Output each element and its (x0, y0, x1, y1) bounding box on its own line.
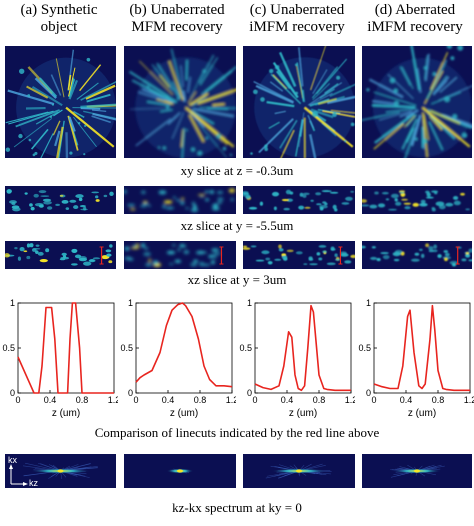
y-tick-label: 0.5 (239, 343, 252, 353)
x-tick-label: 0.8 (313, 395, 326, 405)
x-tick-label: 0.4 (281, 395, 294, 405)
spectrum-c (243, 454, 355, 488)
y-tick-label: 1 (247, 298, 252, 308)
linecut-series-line (135, 302, 233, 388)
x-tick-label: 0.8 (194, 395, 207, 405)
y-tick-label: 0.5 (2, 343, 15, 353)
x-tick-label: 1.2 (464, 395, 474, 405)
x-tick-label: 0.4 (162, 395, 175, 405)
linecut-series-line (373, 304, 470, 392)
xz-slice-1-b (124, 186, 236, 214)
spectrum-b (124, 454, 236, 488)
x-tick-label: 0.8 (76, 395, 89, 405)
column-title-a: (a) Synthetic object (20, 2, 98, 35)
plot-frame (254, 302, 352, 394)
plot-frame (17, 302, 115, 394)
x-tick-label: 0 (15, 395, 20, 405)
xz-slice-1-d (362, 186, 472, 214)
x-tick-label: 0.4 (400, 395, 413, 405)
x-tick-label: 0.8 (432, 395, 445, 405)
x-axis-label: z (um) (408, 408, 436, 419)
linecut-plot-d: 0 0.4 0.8 1.2 0 0.5 1 z (um) (358, 298, 474, 419)
caption-xz-2: xz slice at y = 3um (187, 272, 287, 287)
y-tick-label: 1 (128, 298, 133, 308)
x-tick-label: 1.2 (345, 395, 355, 405)
linecut-series-line (17, 302, 114, 394)
plot-frame (135, 302, 233, 394)
x-axis-label: z (um) (289, 408, 317, 419)
xz-slice-2-b (124, 241, 236, 269)
column-title-c: (c) Unaberrated iMFM recovery (249, 2, 345, 35)
linecut-plot-a: 0 0.4 0.8 1.2 0 0.5 1 z (um) (2, 298, 118, 419)
caption-spectrum: kz-kx spectrum at ky = 0 (172, 500, 302, 515)
x-tick-label: 0 (371, 395, 376, 405)
y-tick-label: 0.5 (120, 343, 133, 353)
xy-slice-c (243, 46, 355, 158)
spectrum-d (362, 454, 472, 488)
x-tick-label: 0 (252, 395, 257, 405)
linecut-plot-b: 0 0.4 0.8 1.2 0 0.5 1 z (um) (120, 298, 236, 419)
xz-slice-2-a (5, 241, 116, 269)
y-tick-label: 0.5 (358, 343, 371, 353)
linecut-plot-c: 0 0.4 0.8 1.2 0 0.5 1 z (um) (239, 298, 355, 419)
spectrum-axes-indicator: kx kz (7, 455, 47, 490)
y-tick-label: 0 (128, 388, 133, 398)
y-tick-label: 1 (10, 298, 15, 308)
column-title-b: (b) Unaberrated MFM recovery (129, 2, 225, 35)
xz-slice-1-c (243, 186, 355, 214)
kz-axis-label: kz (29, 478, 38, 488)
x-tick-label: 0 (133, 395, 138, 405)
xy-slice-b (124, 46, 236, 158)
x-tick-label: 0.4 (44, 395, 57, 405)
xy-slice-d (362, 46, 472, 158)
caption-xz-1: xz slice at y = -5.5um (180, 218, 294, 233)
y-tick-label: 0 (247, 388, 252, 398)
xy-slice-a (5, 46, 116, 158)
x-axis-label: z (um) (170, 408, 198, 419)
y-tick-label: 0 (366, 388, 371, 398)
y-tick-label: 1 (366, 298, 371, 308)
column-title-d: (d) Aberrated iMFM recovery (367, 2, 463, 35)
kx-axis-label: kx (8, 455, 17, 465)
x-tick-label: 1.2 (108, 395, 118, 405)
caption-linecuts: Comparison of linecuts indicated by the … (94, 425, 380, 440)
xz-slice-2-d (362, 241, 472, 269)
y-tick-label: 0 (10, 388, 15, 398)
plot-frame (373, 302, 471, 394)
axes-arrow-icon (9, 464, 28, 486)
xz-slice-2-c (243, 241, 355, 269)
x-tick-label: 1.2 (226, 395, 236, 405)
caption-xy: xy slice at z = -0.3um (180, 163, 294, 178)
x-axis-label: z (um) (52, 408, 80, 419)
xz-slice-1-a (5, 186, 116, 214)
linecut-series-line (254, 304, 351, 392)
